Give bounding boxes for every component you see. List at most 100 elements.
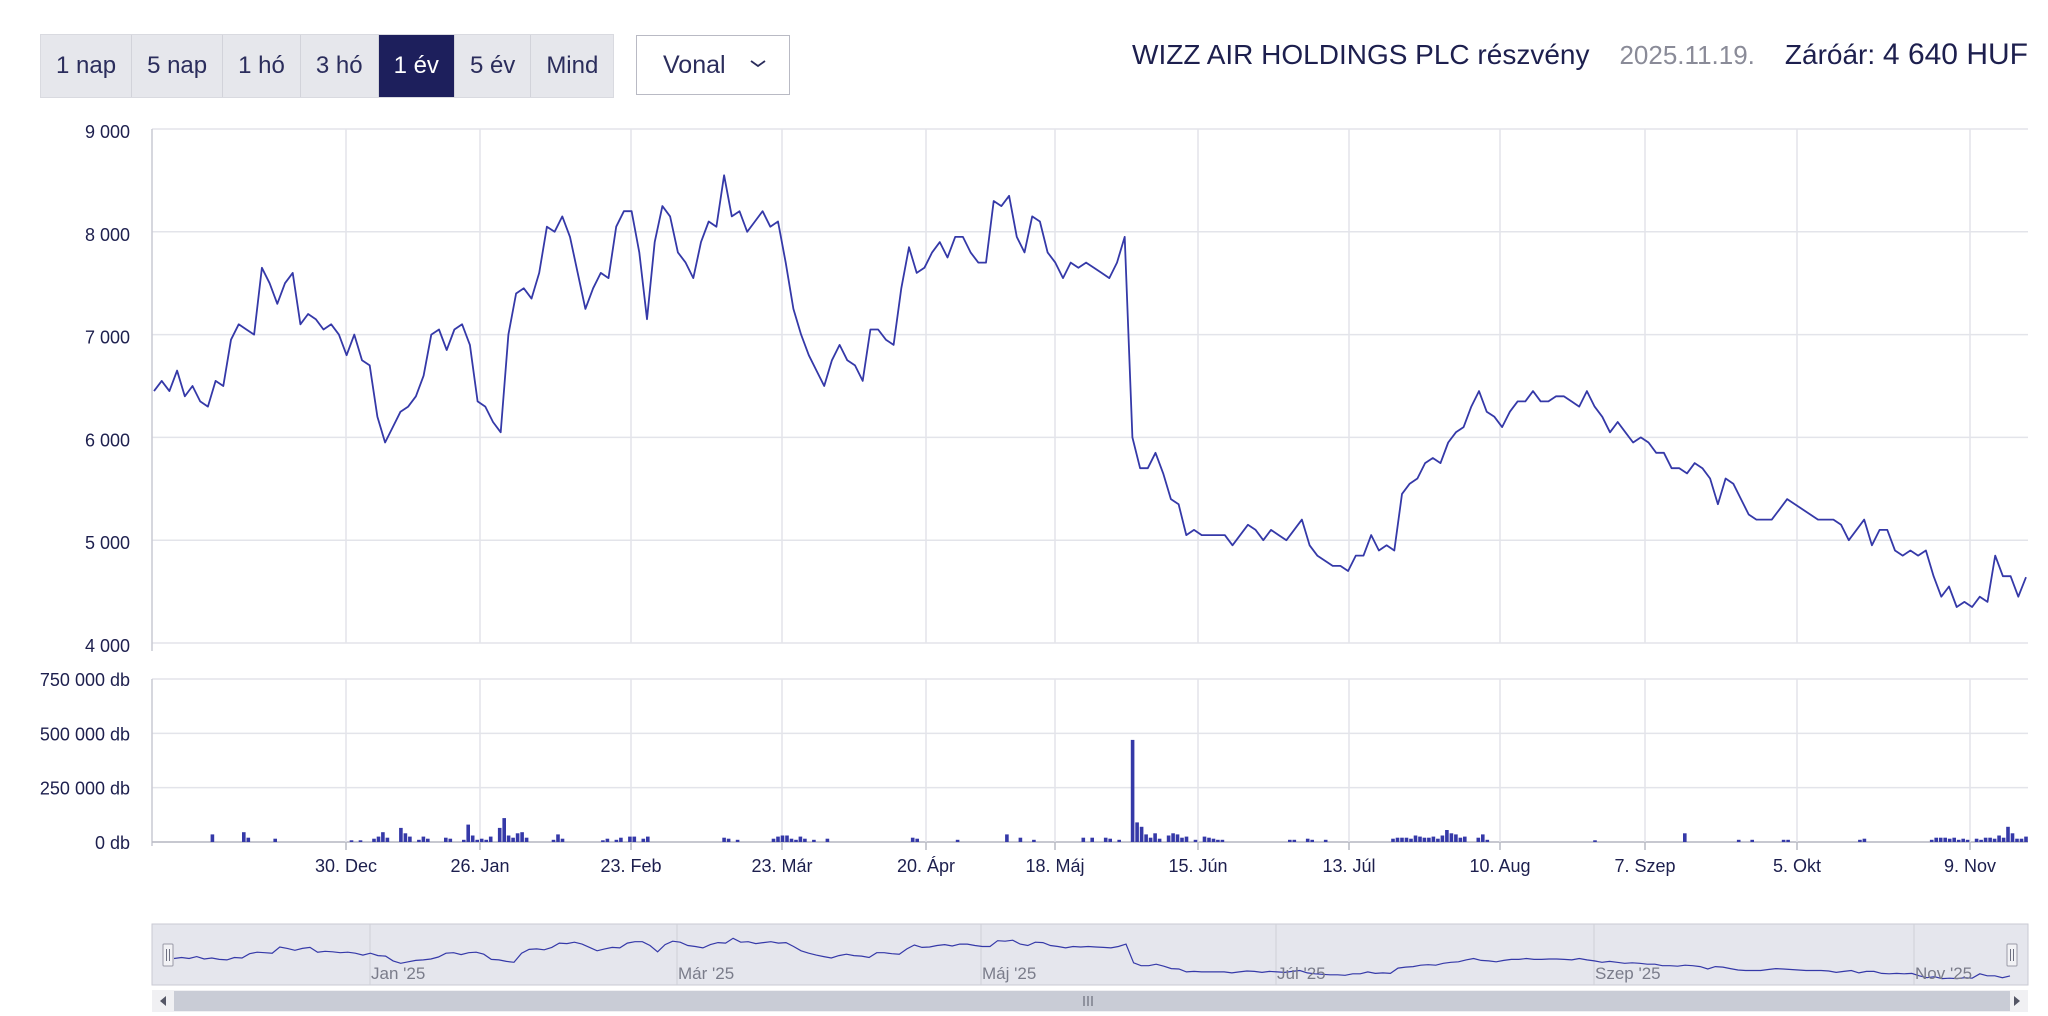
- volume-bar: [511, 837, 515, 842]
- volume-bar: [417, 839, 421, 842]
- chart-type-dropdown[interactable]: Vonal: [636, 35, 790, 95]
- volume-bar: [1148, 837, 1153, 842]
- volume-bar: [1130, 739, 1135, 842]
- volume-y-tick: 250 000 db: [40, 779, 130, 799]
- scroll-left-arrow-icon[interactable]: [160, 996, 166, 1006]
- volume-bar: [246, 837, 251, 842]
- navigator-right-handle[interactable]: [2006, 943, 2018, 967]
- tab-4[interactable]: 1 év: [378, 35, 455, 97]
- navigator-window[interactable]: [151, 923, 2029, 986]
- volume-bar: [910, 837, 915, 842]
- volume-bar: [556, 834, 560, 842]
- volume-bar: [560, 838, 565, 842]
- volume-bar: [484, 839, 488, 842]
- volume-bar: [601, 840, 605, 842]
- volume-bar: [632, 836, 637, 842]
- volume-y-tick: 750 000 db: [40, 670, 130, 690]
- volume-bar: [1202, 836, 1207, 842]
- tab-6[interactable]: Mind: [546, 52, 599, 79]
- volume-bar: [1463, 836, 1467, 842]
- x-tick-label: 18. Máj: [1025, 856, 1084, 876]
- volume-bar: [1943, 837, 1947, 842]
- volume-bar: [242, 832, 246, 842]
- price-y-tick: 6 000: [85, 430, 130, 450]
- navigator-left-handle[interactable]: [162, 943, 174, 967]
- volume-bar: [1436, 838, 1440, 842]
- chevron-down-icon: [750, 60, 766, 68]
- scroll-right-arrow-icon[interactable]: [2014, 996, 2020, 1006]
- volume-bar: [1947, 838, 1952, 842]
- volume-bar: [776, 836, 780, 842]
- volume-bar: [1180, 837, 1184, 842]
- x-tick-label: 15. Jún: [1168, 856, 1227, 876]
- volume-bar: [1292, 839, 1297, 842]
- close-value: 4 640 HUF: [1882, 38, 2028, 71]
- volume-bar: [1081, 837, 1086, 842]
- volume-bar: [1781, 839, 1786, 842]
- navigator-x-label: Máj '25: [982, 964, 1036, 983]
- volume-bar: [2001, 837, 2006, 842]
- volume-bar: [1207, 837, 1211, 842]
- stock-title: WIZZ AIR HOLDINGS PLC részvény: [1132, 39, 1590, 70]
- volume-bar: [798, 836, 803, 842]
- tab-3[interactable]: 3 hó: [301, 35, 379, 97]
- volume-bar: [210, 834, 215, 842]
- volume-bar: [1153, 833, 1157, 842]
- volume-bar: [1988, 837, 1992, 842]
- volume-bar: [1786, 839, 1790, 842]
- volume-bar: [1323, 839, 1328, 842]
- volume-bar: [475, 839, 479, 842]
- volume-bar: [358, 840, 363, 842]
- tab-0[interactable]: 1 nap: [41, 35, 133, 97]
- volume-bar: [1395, 837, 1400, 842]
- volume-bar: [1090, 837, 1094, 842]
- volume-bar: [2010, 833, 2015, 842]
- volume-bar: [506, 835, 511, 842]
- volume-bar: [2024, 836, 2028, 842]
- volume-bar: [1175, 834, 1180, 842]
- x-tick-label: 23. Feb: [600, 856, 661, 876]
- tab-1[interactable]: 5 nap: [132, 35, 224, 97]
- volume-bar: [1171, 833, 1175, 842]
- volume-bar: [1144, 834, 1148, 842]
- stock-header: WIZZ AIR HOLDINGS PLC részvény 2025.11.1…: [1132, 38, 2028, 88]
- volume-y-tick: 0 db: [95, 833, 130, 853]
- volume-bar: [1184, 836, 1189, 842]
- volume-bar: [1476, 837, 1481, 842]
- volume-bar: [789, 838, 794, 842]
- volume-bar: [735, 839, 740, 842]
- x-tick-label: 7. Szep: [1614, 856, 1675, 876]
- volume-bar: [1858, 839, 1862, 842]
- volume-bar: [403, 833, 408, 842]
- tab-2[interactable]: 1 hó: [223, 35, 301, 97]
- volume-bar: [1157, 838, 1162, 842]
- price-y-tick: 7 000: [85, 328, 130, 348]
- volume-bar: [614, 839, 619, 842]
- x-tick-label: 23. Már: [751, 856, 812, 876]
- volume-bar: [2015, 838, 2019, 842]
- tab-5[interactable]: 5 év: [455, 35, 532, 97]
- navigator-left-handle-grip[interactable]: [162, 943, 174, 967]
- navigator-x-label: Szep '25: [1595, 964, 1661, 983]
- volume-bar: [1108, 838, 1112, 842]
- x-tick-label: 10. Aug: [1469, 856, 1530, 876]
- volume-bar: [1391, 838, 1395, 842]
- x-tick-label: 9. Nov: [1944, 856, 1996, 876]
- volume-bar: [812, 839, 816, 842]
- volume-bar: [1974, 838, 1979, 842]
- navigator-x-label: Júl '25: [1277, 964, 1326, 983]
- volume-bar: [1305, 838, 1310, 842]
- x-tick-label: 30. Dec: [315, 856, 377, 876]
- volume-bar: [1211, 838, 1216, 842]
- range-tabs: 1 nap 5 nap 1 hó 3 hó 1 év 5 év Mind: [40, 34, 615, 98]
- volume-bar: [955, 839, 960, 842]
- volume-bar: [1956, 839, 1961, 842]
- volume-bar: [726, 838, 731, 842]
- price-y-tick: 9 000: [85, 122, 130, 142]
- volume-bar: [1139, 826, 1144, 842]
- volume-bar: [551, 839, 556, 842]
- volume-bar: [1934, 837, 1938, 842]
- volume-bar: [462, 839, 466, 842]
- navigator-right-handle-grip[interactable]: [2006, 943, 2018, 967]
